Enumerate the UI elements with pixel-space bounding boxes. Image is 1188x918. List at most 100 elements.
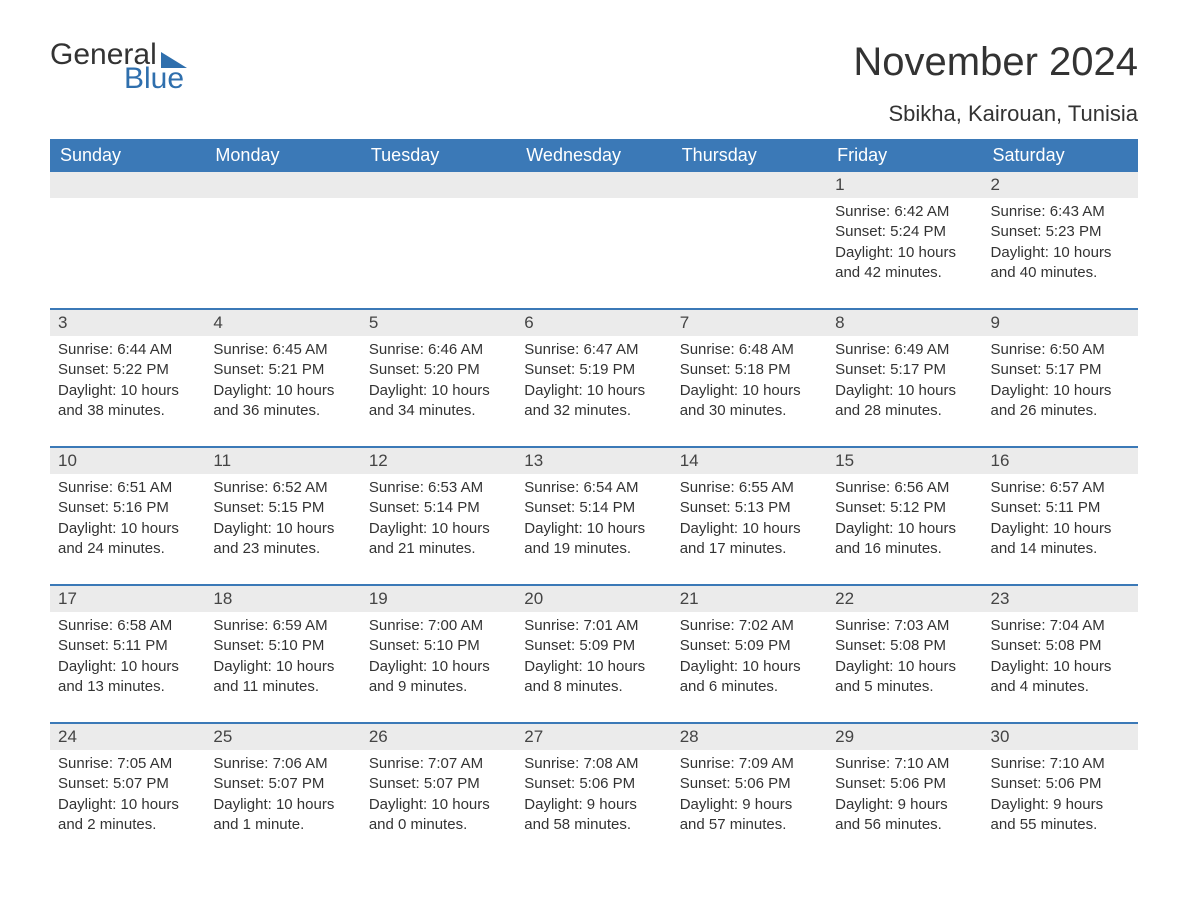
- sunrise-value: 7:04 AM: [1050, 617, 1105, 634]
- sunset-value: 5:21 PM: [268, 361, 324, 378]
- sunset-line: Sunset: 5:24 PM: [835, 222, 974, 242]
- day-number: 19: [361, 586, 516, 612]
- sunset-line: Sunset: 5:09 PM: [680, 636, 819, 656]
- sunrise-line: Sunrise: 6:59 AM: [213, 616, 352, 636]
- sunset-label: Sunset:: [835, 361, 886, 378]
- sunrise-line: Sunrise: 7:10 AM: [835, 754, 974, 774]
- daylight-label: Daylight:: [58, 796, 116, 813]
- sunset-line: Sunset: 5:09 PM: [524, 636, 663, 656]
- sunset-value: 5:16 PM: [113, 499, 169, 516]
- sunset-line: Sunset: 5:21 PM: [213, 360, 352, 380]
- sunset-line: Sunset: 5:08 PM: [835, 636, 974, 656]
- sunrise-line: Sunrise: 6:48 AM: [680, 340, 819, 360]
- sunrise-line: Sunrise: 6:55 AM: [680, 478, 819, 498]
- daylight-label: Daylight:: [213, 796, 271, 813]
- daylight-label: Daylight:: [991, 244, 1049, 261]
- sunset-line: Sunset: 5:06 PM: [835, 774, 974, 794]
- sunrise-line: Sunrise: 6:58 AM: [58, 616, 197, 636]
- logo-word-blue: Blue: [124, 64, 187, 94]
- cell-body: Sunrise: 7:02 AMSunset: 5:09 PMDaylight:…: [672, 612, 827, 705]
- sunrise-label: Sunrise:: [991, 479, 1046, 496]
- day-number: 8: [827, 310, 982, 336]
- daylight-label: Daylight:: [369, 382, 427, 399]
- sunrise-line: Sunrise: 6:43 AM: [991, 202, 1130, 222]
- title-block: November 2024 Sbikha, Kairouan, Tunisia: [853, 40, 1138, 127]
- week-row: 3Sunrise: 6:44 AMSunset: 5:22 PMDaylight…: [50, 308, 1138, 430]
- cell-body: Sunrise: 6:44 AMSunset: 5:22 PMDaylight:…: [50, 336, 205, 429]
- day-number: 20: [516, 586, 671, 612]
- day-number: 9: [983, 310, 1138, 336]
- day-header: Monday: [205, 139, 360, 172]
- logo: General Blue: [50, 40, 187, 94]
- sunset-label: Sunset:: [991, 361, 1042, 378]
- sunset-label: Sunset:: [835, 223, 886, 240]
- daylight-line: Daylight: 10 hours and 23 minutes.: [213, 519, 352, 560]
- cell-body: Sunrise: 6:54 AMSunset: 5:14 PMDaylight:…: [516, 474, 671, 567]
- sunset-line: Sunset: 5:12 PM: [835, 498, 974, 518]
- sunset-value: 5:19 PM: [579, 361, 635, 378]
- sunrise-value: 6:59 AM: [273, 617, 328, 634]
- calendar-cell: 2Sunrise: 6:43 AMSunset: 5:23 PMDaylight…: [983, 172, 1138, 292]
- sunrise-value: 6:46 AM: [428, 341, 483, 358]
- calendar-cell: 17Sunrise: 6:58 AMSunset: 5:11 PMDayligh…: [50, 586, 205, 706]
- day-header: Saturday: [983, 139, 1138, 172]
- calendar-cell: 7Sunrise: 6:48 AMSunset: 5:18 PMDaylight…: [672, 310, 827, 430]
- cell-body: Sunrise: 6:57 AMSunset: 5:11 PMDaylight:…: [983, 474, 1138, 567]
- sunset-label: Sunset:: [213, 499, 264, 516]
- week-row: 10Sunrise: 6:51 AMSunset: 5:16 PMDayligh…: [50, 446, 1138, 568]
- calendar-cell: 24Sunrise: 7:05 AMSunset: 5:07 PMDayligh…: [50, 724, 205, 844]
- cell-body: Sunrise: 7:07 AMSunset: 5:07 PMDaylight:…: [361, 750, 516, 843]
- sunset-label: Sunset:: [369, 499, 420, 516]
- sunrise-label: Sunrise:: [369, 755, 424, 772]
- daylight-line: Daylight: 10 hours and 8 minutes.: [524, 657, 663, 698]
- sunset-value: 5:08 PM: [1046, 637, 1102, 654]
- sunset-value: 5:06 PM: [1046, 775, 1102, 792]
- sunrise-value: 6:57 AM: [1050, 479, 1105, 496]
- day-number: 16: [983, 448, 1138, 474]
- sunset-value: 5:08 PM: [890, 637, 946, 654]
- calendar-cell: 23Sunrise: 7:04 AMSunset: 5:08 PMDayligh…: [983, 586, 1138, 706]
- cell-body: Sunrise: 6:51 AMSunset: 5:16 PMDaylight:…: [50, 474, 205, 567]
- calendar-cell: 12Sunrise: 6:53 AMSunset: 5:14 PMDayligh…: [361, 448, 516, 568]
- sunset-line: Sunset: 5:07 PM: [58, 774, 197, 794]
- sunset-label: Sunset:: [524, 499, 575, 516]
- daylight-line: Daylight: 10 hours and 24 minutes.: [58, 519, 197, 560]
- calendar-cell: 8Sunrise: 6:49 AMSunset: 5:17 PMDaylight…: [827, 310, 982, 430]
- sunrise-line: Sunrise: 6:44 AM: [58, 340, 197, 360]
- sunrise-value: 6:42 AM: [894, 203, 949, 220]
- day-header: Wednesday: [516, 139, 671, 172]
- sunrise-line: Sunrise: 7:08 AM: [524, 754, 663, 774]
- day-header: Friday: [827, 139, 982, 172]
- daylight-label: Daylight:: [835, 796, 893, 813]
- calendar-cell: 10Sunrise: 6:51 AMSunset: 5:16 PMDayligh…: [50, 448, 205, 568]
- sunset-value: 5:11 PM: [1046, 499, 1101, 516]
- sunrise-label: Sunrise:: [991, 617, 1046, 634]
- sunset-value: 5:18 PM: [735, 361, 791, 378]
- daylight-line: Daylight: 10 hours and 11 minutes.: [213, 657, 352, 698]
- sunrise-value: 6:47 AM: [583, 341, 638, 358]
- sunrise-label: Sunrise:: [991, 341, 1046, 358]
- day-number: 23: [983, 586, 1138, 612]
- calendar-cell: 6Sunrise: 6:47 AMSunset: 5:19 PMDaylight…: [516, 310, 671, 430]
- daylight-line: Daylight: 10 hours and 16 minutes.: [835, 519, 974, 560]
- cell-body: Sunrise: 6:53 AMSunset: 5:14 PMDaylight:…: [361, 474, 516, 567]
- day-number: 2: [983, 172, 1138, 198]
- sunset-label: Sunset:: [680, 637, 731, 654]
- daylight-label: Daylight:: [213, 382, 271, 399]
- sunset-line: Sunset: 5:08 PM: [991, 636, 1130, 656]
- sunrise-line: Sunrise: 7:04 AM: [991, 616, 1130, 636]
- sunset-line: Sunset: 5:18 PM: [680, 360, 819, 380]
- sunrise-line: Sunrise: 7:10 AM: [991, 754, 1130, 774]
- sunrise-line: Sunrise: 6:45 AM: [213, 340, 352, 360]
- sunset-label: Sunset:: [524, 775, 575, 792]
- daylight-label: Daylight:: [680, 796, 738, 813]
- calendar-cell: 4Sunrise: 6:45 AMSunset: 5:21 PMDaylight…: [205, 310, 360, 430]
- sunset-value: 5:17 PM: [890, 361, 946, 378]
- day-number: [205, 172, 360, 198]
- sunrise-value: 6:43 AM: [1050, 203, 1105, 220]
- day-number: 5: [361, 310, 516, 336]
- calendar-cell: 5Sunrise: 6:46 AMSunset: 5:20 PMDaylight…: [361, 310, 516, 430]
- daylight-line: Daylight: 10 hours and 26 minutes.: [991, 381, 1130, 422]
- sunrise-value: 7:07 AM: [428, 755, 483, 772]
- sunrise-value: 7:00 AM: [428, 617, 483, 634]
